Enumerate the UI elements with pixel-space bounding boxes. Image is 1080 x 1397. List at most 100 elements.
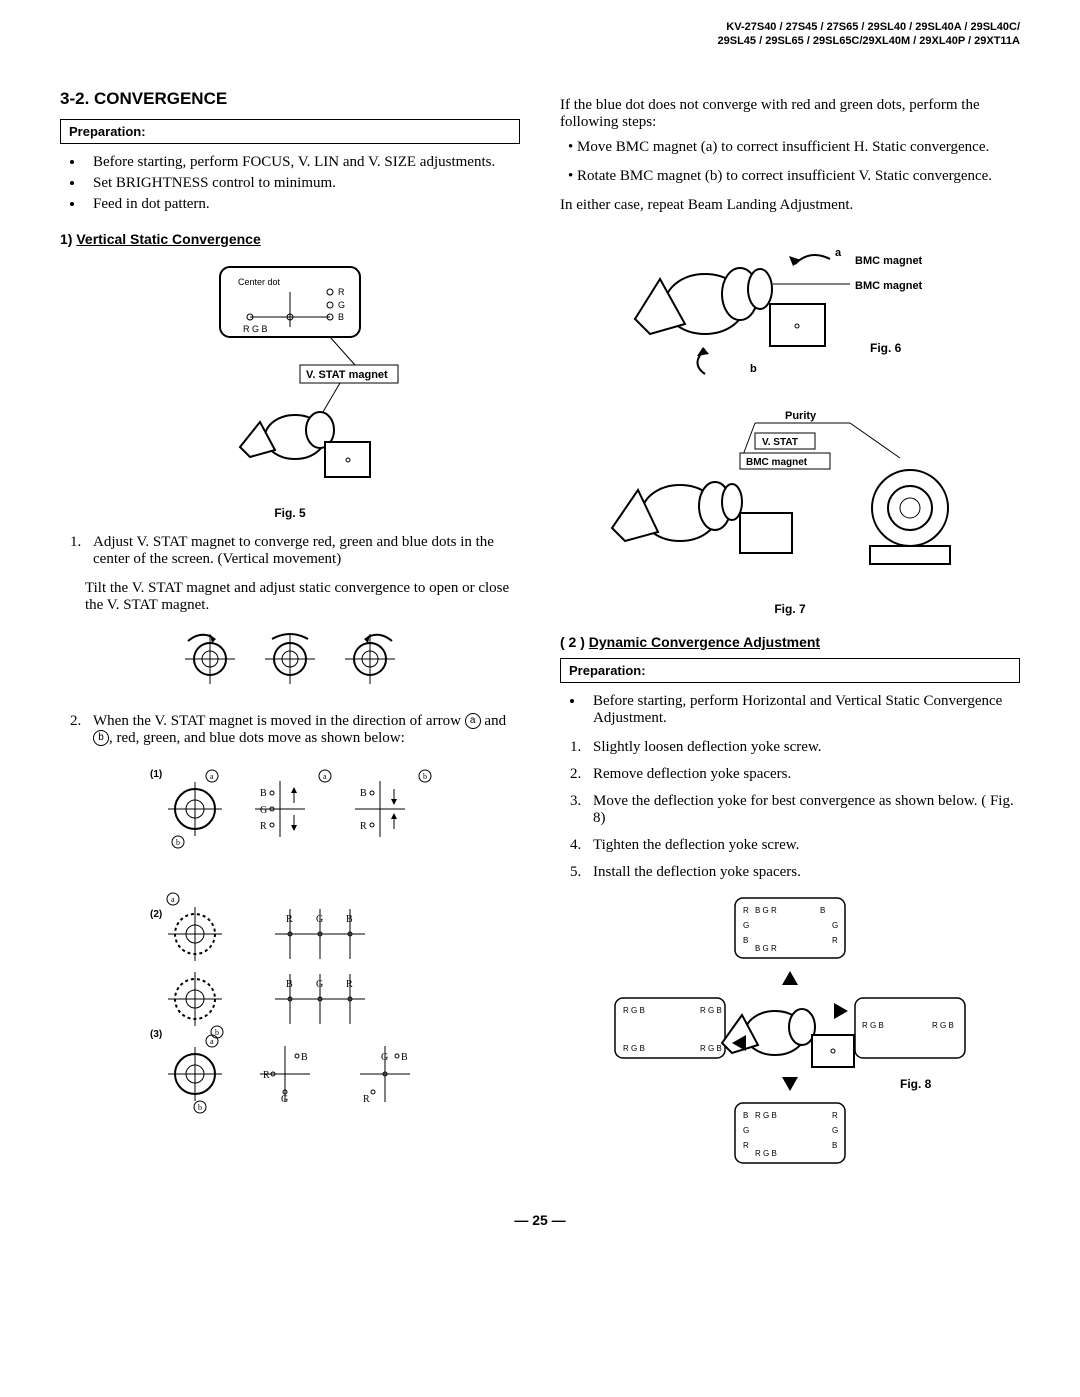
vstat-movement-svg: (1) (2) (3) a b B G (135, 759, 445, 1119)
svg-text:R G B: R G B (755, 1149, 777, 1158)
svg-text:G: G (260, 805, 267, 816)
svg-text:G: G (381, 1052, 388, 1063)
svg-text:R: R (260, 821, 267, 832)
list-item: Slightly loosen deflection yoke screw. (585, 739, 1020, 756)
svg-text:G: G (832, 921, 838, 930)
figure-7-svg: Purity V. STAT BMC magnet (600, 403, 980, 593)
svg-text:R: R (286, 914, 293, 925)
right-column: If the blue dot does not converge with r… (560, 89, 1020, 1192)
svg-text:(1): (1) (150, 769, 162, 780)
svg-text:BMC magnet: BMC magnet (855, 255, 923, 267)
sub2-step-list: Slightly loosen deflection yoke screw. R… (560, 739, 1020, 881)
subsection-1-title: 1) Vertical Static Convergence (60, 231, 520, 247)
list-item: Before starting, perform Horizontal and … (585, 693, 1020, 727)
figure-5: Center dot R G B R G B V. STAT magnet (60, 257, 520, 520)
svg-text:R G B: R G B (623, 1006, 645, 1015)
svg-text:Purity: Purity (785, 410, 817, 422)
svg-text:B: B (260, 788, 267, 799)
svg-text:B: B (832, 1141, 837, 1150)
svg-text:G: G (316, 914, 323, 925)
svg-text:G: G (832, 1126, 838, 1135)
preparation-label-2: Preparation: (569, 663, 646, 678)
center-dot-label: Center dot (238, 277, 281, 287)
svg-text:B: B (743, 1111, 748, 1120)
svg-text:B: B (743, 936, 748, 945)
svg-text:a: a (171, 895, 175, 904)
figure-5-svg: Center dot R G B R G B V. STAT magnet (180, 257, 400, 497)
svg-text:G: G (316, 979, 323, 990)
page-number: — 25 — (60, 1212, 1020, 1228)
svg-text:B: B (286, 979, 293, 990)
prep-list: Before starting, perform FOCUS, V. LIN a… (60, 154, 520, 213)
list-item: Adjust V. STAT magnet to converge red, g… (85, 534, 520, 568)
list-item: Move the deflection yoke for best conver… (585, 793, 1020, 827)
svg-text:a: a (323, 772, 327, 781)
svg-text:b: b (750, 363, 757, 375)
svg-text:R: R (363, 1094, 370, 1105)
svg-text:Fig. 8: Fig. 8 (900, 1077, 932, 1091)
two-column-layout: 3-2. CONVERGENCE Preparation: Before sta… (60, 89, 1020, 1192)
svg-text:R G B: R G B (700, 1006, 722, 1015)
svg-text:b: b (176, 838, 180, 847)
list-item: Remove deflection yoke spacers. (585, 766, 1020, 783)
sub2-prep-list: Before starting, perform Horizontal and … (560, 693, 1020, 727)
svg-text:R: R (743, 1141, 749, 1150)
figure-8-svg: R B G R B G G B B G R R R G B R G B R G B R G B… (610, 893, 970, 1173)
left-column: 3-2. CONVERGENCE Preparation: Before sta… (60, 89, 520, 1192)
svg-text:B: B (360, 788, 367, 799)
list-item: When the V. STAT magnet is moved in the … (85, 713, 520, 747)
svg-text:a: a (835, 247, 842, 259)
repeat-line: In either case, repeat Beam Landing Adju… (560, 197, 1020, 214)
svg-text:B: B (820, 906, 825, 915)
gears-svg (170, 624, 410, 694)
svg-text:B: B (338, 312, 344, 322)
svg-text:a: a (210, 1037, 214, 1046)
list-item: • Rotate BMC magnet (b) to correct insuf… (560, 168, 1020, 185)
svg-text:R: R (832, 1111, 838, 1120)
svg-text:b: b (423, 772, 427, 781)
svg-text:R G B: R G B (243, 324, 268, 334)
svg-text:b: b (198, 1103, 202, 1112)
svg-text:R: R (360, 821, 367, 832)
svg-text:B: B (401, 1052, 408, 1063)
svg-text:B G R: B G R (755, 944, 777, 953)
svg-text:V. STAT magnet: V. STAT magnet (306, 369, 388, 381)
svg-text:G: G (743, 921, 749, 930)
svg-text:R G B: R G B (700, 1044, 722, 1053)
svg-text:B: B (346, 914, 353, 925)
vstat-movement-diagram: (1) (2) (3) a b B G (60, 759, 520, 1124)
fig5-caption: Fig. 5 (60, 506, 520, 520)
list-item: Install the deflection yoke spacers. (585, 864, 1020, 881)
svg-text:Fig. 6: Fig. 6 (870, 341, 902, 355)
preparation-label: Preparation: (69, 124, 146, 139)
prep-item: Before starting, perform FOCUS, V. LIN a… (85, 154, 520, 171)
svg-text:G: G (281, 1094, 288, 1105)
prep-item: Feed in dot pattern. (85, 196, 520, 213)
svg-text:R: R (743, 906, 749, 915)
circle-a-icon: a (465, 713, 481, 729)
preparation-box: Preparation: (60, 119, 520, 144)
svg-text:R G B: R G B (623, 1044, 645, 1053)
header-line2: 29SL45 / 29SL65 / 29SL65C/29XL40M / 29XL… (60, 34, 1020, 48)
svg-text:B: B (301, 1052, 308, 1063)
list-item: Tighten the deflection yoke screw. (585, 837, 1020, 854)
gears-row (60, 624, 520, 699)
svg-text:R G B: R G B (862, 1021, 884, 1030)
circle-b-icon: b (93, 730, 109, 746)
section-title: 3-2. CONVERGENCE (60, 89, 520, 109)
sub1-step-list-2: When the V. STAT magnet is moved in the … (60, 713, 520, 747)
figure-6: a BMC magnet BMC magnet b Fig. 6 (560, 224, 1020, 389)
svg-text:B G R: B G R (755, 906, 777, 915)
model-header: KV-27S40 / 27S45 / 27S65 / 29SL40 / 29SL… (60, 20, 1020, 49)
svg-text:G: G (743, 1126, 749, 1135)
svg-text:BMC magnet: BMC magnet (746, 457, 808, 468)
figure-6-svg: a BMC magnet BMC magnet b Fig. 6 (615, 224, 965, 384)
subsection-2-title: ( 2 ) Dynamic Convergence Adjustment (560, 634, 1020, 650)
figure-7: Purity V. STAT BMC magnet (560, 403, 1020, 616)
svg-text:G: G (338, 300, 345, 310)
svg-text:V. STAT: V. STAT (762, 437, 798, 448)
svg-text:R: R (338, 287, 345, 297)
svg-text:a: a (210, 772, 214, 781)
svg-text:BMC magnet: BMC magnet (855, 280, 923, 292)
figure-8: R B G R B G G B B G R R R G B R G B R G B R G B… (560, 893, 1020, 1178)
